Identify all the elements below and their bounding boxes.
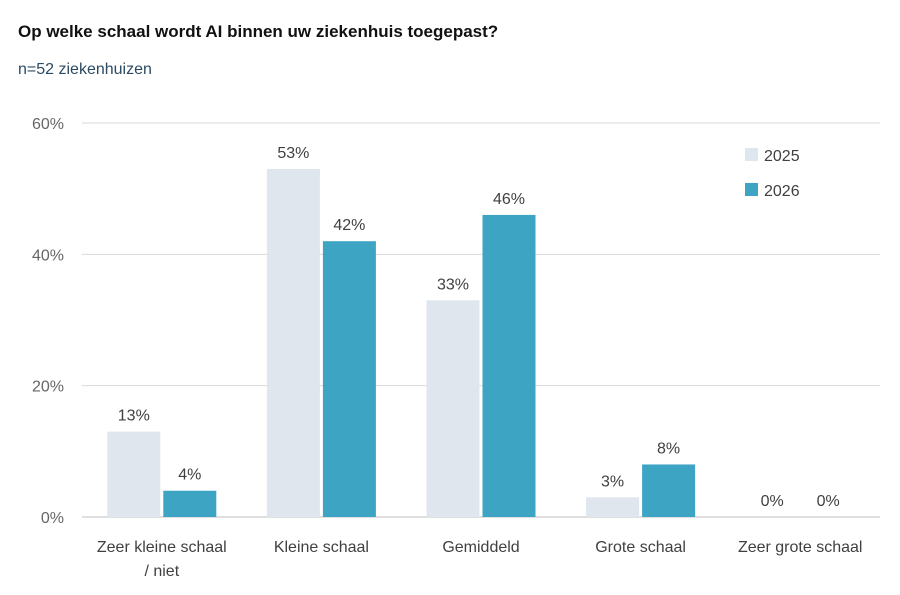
data-label: 46% bbox=[493, 191, 525, 208]
legend-swatch-2025 bbox=[745, 148, 758, 161]
data-label: 53% bbox=[277, 145, 309, 162]
bar-2025 bbox=[426, 300, 480, 517]
y-tick-label: 40% bbox=[32, 247, 64, 264]
data-label: 42% bbox=[333, 217, 365, 234]
data-label: 8% bbox=[657, 440, 680, 457]
bar-2026 bbox=[642, 464, 696, 517]
y-tick-label: 60% bbox=[32, 116, 64, 133]
legend-label: 2026 bbox=[764, 183, 800, 200]
data-label: 33% bbox=[437, 276, 469, 293]
chart-subtitle: n=52 ziekenhuizen bbox=[18, 61, 152, 78]
legend-swatch-2026 bbox=[745, 183, 758, 196]
y-tick-label: 0% bbox=[41, 510, 64, 527]
bar-2026 bbox=[163, 490, 217, 517]
x-tick-label: / niet bbox=[144, 563, 179, 580]
data-label: 0% bbox=[817, 493, 840, 510]
legend-label: 2025 bbox=[764, 148, 800, 165]
x-tick-label: Gemiddeld bbox=[442, 539, 519, 556]
x-tick-label: Zeer grote schaal bbox=[738, 539, 863, 556]
bar-2025 bbox=[586, 497, 640, 517]
bar-2025 bbox=[107, 431, 161, 517]
data-label: 3% bbox=[601, 473, 624, 490]
y-tick-label: 20% bbox=[32, 379, 64, 396]
x-tick-label: Kleine schaal bbox=[274, 539, 369, 556]
x-tick-label: Grote schaal bbox=[595, 539, 686, 556]
bar-2026 bbox=[482, 214, 536, 517]
bar-2025 bbox=[266, 168, 320, 517]
data-label: 13% bbox=[118, 408, 150, 425]
chart-title: Op welke schaal wordt AI binnen uw zieke… bbox=[18, 22, 499, 41]
x-tick-label: Zeer kleine schaal bbox=[97, 539, 227, 556]
data-label: 0% bbox=[761, 493, 784, 510]
bar-2026 bbox=[322, 241, 376, 517]
data-label: 4% bbox=[178, 467, 201, 484]
